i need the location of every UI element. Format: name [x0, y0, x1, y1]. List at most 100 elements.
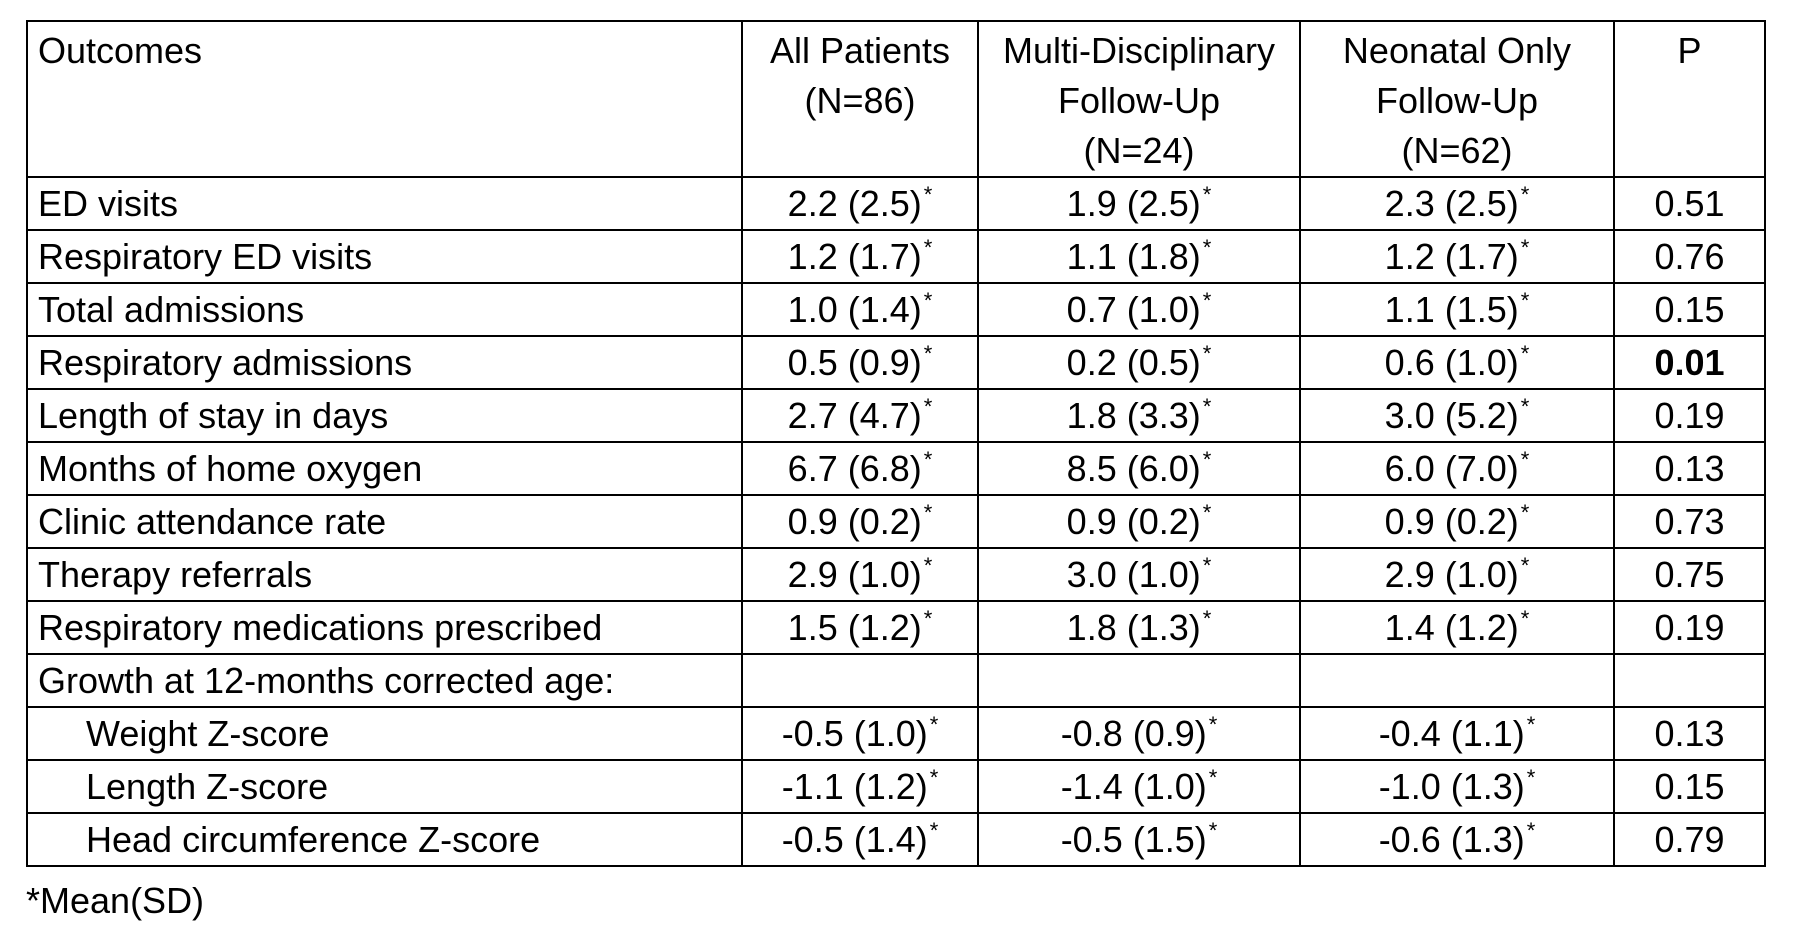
mean-sd-marker: *	[1520, 182, 1530, 207]
table-row: ED visits 2.2 (2.5)* 1.9 (2.5)* 2.3 (2.5)* 0…	[26, 176, 1766, 231]
outcome-label: ED visits	[26, 176, 743, 231]
outcome-label: Length of stay in days	[26, 388, 743, 443]
p-value-cell: 0.19	[1613, 388, 1766, 443]
table-row: Weight Z-score -0.5 (1.0)* -0.8 (0.9)* -0.4…	[26, 706, 1766, 761]
header-outcomes-line: Outcomes	[38, 30, 203, 71]
header-row: Outcomes All Patients (N=86) Multi-Disci…	[26, 20, 1766, 178]
all-patients-value: -1.1 (1.2)	[781, 766, 928, 807]
header-all-patients-line: All Patients	[769, 30, 951, 71]
mean-sd-marker: *	[1520, 606, 1530, 631]
outcome-label: Clinic attendance rate	[26, 494, 743, 549]
neonatal-only-cell: 6.0 (7.0)*	[1299, 441, 1615, 496]
all-patients-value: 1.5 (1.2)	[787, 607, 922, 648]
multi-disciplinary-value: -0.8 (0.9)	[1060, 713, 1207, 754]
neonatal-only-value: 2.9 (1.0)	[1384, 554, 1519, 595]
mean-sd-marker: *	[1202, 182, 1212, 207]
mean-sd-marker: *	[1202, 341, 1212, 366]
p-value-cell: 0.75	[1613, 547, 1766, 602]
all-patients-value: 1.2 (1.7)	[787, 236, 922, 277]
neonatal-only-value: -0.6 (1.3)	[1378, 819, 1525, 860]
all-patients-cell: 1.0 (1.4)*	[741, 282, 979, 337]
multi-disciplinary-cell: 1.8 (3.3)*	[977, 388, 1301, 443]
header-all-patients-line: (N=86)	[804, 80, 916, 121]
neonatal-only-value: 2.3 (2.5)	[1384, 183, 1519, 224]
table-container: Outcomes All Patients (N=86) Multi-Disci…	[26, 20, 1766, 867]
multi-disciplinary-cell: -0.5 (1.5)*	[977, 812, 1301, 867]
multi-disciplinary-cell: 1.8 (1.3)*	[977, 600, 1301, 655]
neonatal-only-value: 1.1 (1.5)	[1384, 289, 1519, 330]
all-patients-cell: -0.5 (1.4)*	[741, 812, 979, 867]
mean-sd-marker: *	[1202, 394, 1212, 419]
all-patients-cell: -0.5 (1.0)*	[741, 706, 979, 761]
p-value-cell: 0.76	[1613, 229, 1766, 284]
mean-sd-marker: *	[1208, 712, 1218, 737]
table-row: Months of home oxygen 6.7 (6.8)* 8.5 (6.0)…	[26, 441, 1766, 496]
neonatal-only-cell: 0.9 (0.2)*	[1299, 494, 1615, 549]
mean-sd-marker: *	[923, 606, 933, 631]
all-patients-cell: 6.7 (6.8)*	[741, 441, 979, 496]
table-header: Outcomes All Patients (N=86) Multi-Disci…	[26, 20, 1766, 178]
neonatal-only-cell: 1.2 (1.7)*	[1299, 229, 1615, 284]
outcome-label: Weight Z-score	[26, 706, 743, 761]
mean-sd-marker: *	[923, 447, 933, 472]
all-patients-cell: 1.5 (1.2)*	[741, 600, 979, 655]
multi-disciplinary-value: 3.0 (1.0)	[1066, 554, 1201, 595]
neonatal-only-value: 6.0 (7.0)	[1384, 448, 1519, 489]
neonatal-only-cell	[1299, 653, 1615, 708]
mean-sd-marker: *	[1202, 288, 1212, 313]
header-outcomes: Outcomes	[26, 20, 743, 178]
neonatal-only-value: 0.9 (0.2)	[1384, 501, 1519, 542]
neonatal-only-value: 3.0 (5.2)	[1384, 395, 1519, 436]
header-p-value: P	[1613, 20, 1766, 178]
table-body: ED visits 2.2 (2.5)* 1.9 (2.5)* 2.3 (2.5)* 0…	[26, 176, 1766, 867]
table-row: Growth at 12-months corrected age:	[26, 653, 1766, 708]
outcome-label: Length Z-score	[26, 759, 743, 814]
mean-sd-marker: *	[923, 394, 933, 419]
header-neonatal-only-line: Follow-Up	[1375, 80, 1539, 121]
mean-sd-marker: *	[1520, 553, 1530, 578]
mean-sd-marker: *	[923, 553, 933, 578]
mean-sd-marker: *	[1526, 818, 1536, 843]
neonatal-only-value: -0.4 (1.1)	[1378, 713, 1525, 754]
multi-disciplinary-cell: 0.7 (1.0)*	[977, 282, 1301, 337]
table-row: Total admissions 1.0 (1.4)* 0.7 (1.0)* 1.1 …	[26, 282, 1766, 337]
all-patients-value: 2.9 (1.0)	[787, 554, 922, 595]
multi-disciplinary-value: 1.9 (2.5)	[1066, 183, 1201, 224]
multi-disciplinary-value: 1.1 (1.8)	[1066, 236, 1201, 277]
neonatal-only-value: 1.4 (1.2)	[1384, 607, 1519, 648]
header-multi-disciplinary-line: (N=24)	[1083, 130, 1195, 171]
outcome-label: Months of home oxygen	[26, 441, 743, 496]
p-value-cell: 0.13	[1613, 441, 1766, 496]
table-row: Therapy referrals 2.9 (1.0)* 3.0 (1.0)* 2.9…	[26, 547, 1766, 602]
mean-sd-marker: *	[1202, 606, 1212, 631]
mean-sd-marker: *	[923, 235, 933, 260]
mean-sd-marker: *	[1526, 712, 1536, 737]
multi-disciplinary-cell	[977, 653, 1301, 708]
multi-disciplinary-value: 8.5 (6.0)	[1066, 448, 1201, 489]
header-p-value-line: P	[1677, 30, 1702, 71]
multi-disciplinary-cell: 1.9 (2.5)*	[977, 176, 1301, 231]
multi-disciplinary-value: 0.2 (0.5)	[1066, 342, 1201, 383]
all-patients-value: 0.5 (0.9)	[787, 342, 922, 383]
p-value-cell: 0.51	[1613, 176, 1766, 231]
all-patients-cell: 0.9 (0.2)*	[741, 494, 979, 549]
multi-disciplinary-cell: 0.2 (0.5)*	[977, 335, 1301, 390]
p-value-cell: 0.19	[1613, 600, 1766, 655]
mean-sd-marker: *	[1520, 235, 1530, 260]
p-value-cell: 0.73	[1613, 494, 1766, 549]
all-patients-value: 2.7 (4.7)	[787, 395, 922, 436]
multi-disciplinary-value: 1.8 (1.3)	[1066, 607, 1201, 648]
header-multi-disciplinary: Multi-Disciplinary Follow-Up (N=24)	[977, 20, 1301, 178]
all-patients-cell: 2.9 (1.0)*	[741, 547, 979, 602]
mean-sd-marker: *	[929, 712, 939, 737]
neonatal-only-cell: 1.1 (1.5)*	[1299, 282, 1615, 337]
outcome-label: Head circumference Z-score	[26, 812, 743, 867]
neonatal-only-cell: 3.0 (5.2)*	[1299, 388, 1615, 443]
table-row: Respiratory admissions 0.5 (0.9)* 0.2 (0.5…	[26, 335, 1766, 390]
mean-sd-marker: *	[1520, 288, 1530, 313]
mean-sd-marker: *	[1202, 500, 1212, 525]
all-patients-cell: 0.5 (0.9)*	[741, 335, 979, 390]
outcome-label: Respiratory ED visits	[26, 229, 743, 284]
multi-disciplinary-cell: 1.1 (1.8)*	[977, 229, 1301, 284]
p-value-cell: 0.79	[1613, 812, 1766, 867]
